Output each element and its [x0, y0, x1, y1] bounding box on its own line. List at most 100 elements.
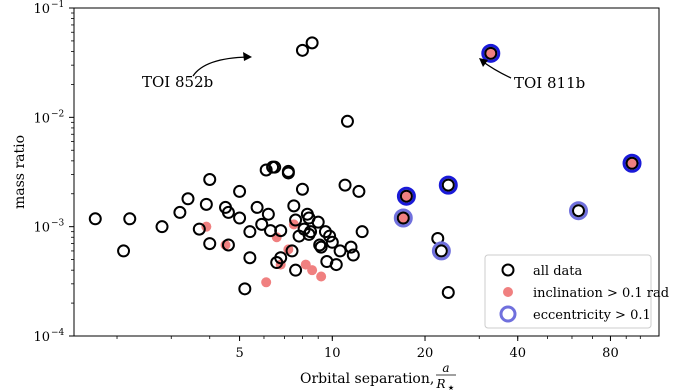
data-point	[233, 211, 247, 225]
data-point	[289, 213, 303, 227]
y-ticks: 10−410−310−210−1	[33, 0, 74, 345]
x-axis-label: Orbital separation,	[300, 371, 434, 387]
x-tick-label: 40	[509, 346, 526, 361]
x-ticks: 5 10 20 40 80	[116, 336, 641, 361]
data-point	[355, 225, 369, 239]
y-tick-label-exponent: −3	[51, 219, 65, 229]
data-point	[314, 240, 328, 254]
data-point	[88, 212, 102, 226]
legend-label-eccentricity: eccentricity > 0.1	[533, 308, 651, 323]
data-point	[304, 225, 318, 239]
eccentricity-inner-ring	[396, 211, 410, 225]
data-point	[285, 244, 299, 258]
legend-marker-inclination	[503, 287, 513, 297]
inclination-point	[627, 158, 638, 169]
x-tick-label: 20	[417, 346, 434, 361]
eccentricity-ring	[396, 186, 416, 206]
legend-box	[484, 254, 652, 329]
legend-marker-eccentricity	[499, 305, 517, 323]
legend-marker-all-data	[501, 263, 515, 277]
data-point	[243, 225, 257, 239]
y-tick-label: 10	[33, 2, 50, 17]
legend-label-inclination: inclination > 0.1 rad	[533, 286, 669, 301]
x-axis-fraction-numerator: a	[442, 361, 449, 375]
data-point	[221, 238, 235, 252]
data-point	[274, 251, 288, 265]
x-tick-label: 10	[324, 346, 341, 361]
data-point	[238, 282, 252, 296]
data-point	[287, 199, 301, 213]
annotation-toi-852b: TOI 852b	[142, 73, 213, 91]
data-point	[117, 244, 131, 258]
eccentricity-inner-ring	[572, 204, 586, 218]
inclination-point	[485, 48, 496, 59]
eccentricity-inner-ring	[434, 244, 448, 258]
annotation-arrow-toi-811b	[481, 60, 512, 79]
annotation-arrowhead-toi-852b	[243, 52, 252, 61]
data-point	[221, 205, 235, 219]
inclination-point	[261, 277, 272, 288]
plot-marks	[88, 36, 642, 299]
data-point	[203, 237, 217, 251]
data-point	[333, 244, 347, 258]
legend-label-all-data: all data	[533, 264, 582, 279]
data-point	[268, 160, 282, 174]
data-point	[203, 173, 217, 187]
plot-frame	[73, 7, 660, 337]
legend: all data inclination > 0.1 rad eccentric…	[484, 254, 669, 329]
data-point	[192, 222, 206, 236]
eccentricity-ring	[569, 201, 589, 221]
data-point	[344, 240, 358, 254]
data-point	[233, 184, 247, 198]
eccentricity-ring	[481, 43, 501, 63]
eccentricity-inner-ring	[399, 189, 413, 203]
data-point	[259, 163, 273, 177]
data-point	[295, 182, 309, 196]
data-point	[199, 197, 213, 211]
data-point	[181, 192, 195, 206]
data-point	[281, 166, 295, 180]
y-tick-label-exponent: −1	[51, 0, 64, 10]
eccentricity-ring	[622, 153, 642, 173]
data-point	[325, 235, 339, 249]
inclination-point	[398, 213, 409, 224]
data-point	[338, 178, 352, 192]
x-axis-label-group: Orbital separation, a R ★	[300, 361, 456, 392]
data-point	[173, 205, 187, 219]
y-tick-label: 10	[33, 111, 50, 126]
data-point	[243, 251, 257, 265]
annotations: TOI 852b TOI 811b	[142, 52, 585, 92]
y-tick-label: 10	[33, 330, 50, 345]
data-point	[123, 212, 137, 226]
data-point	[340, 114, 354, 128]
inclination-point	[307, 265, 318, 276]
data-point	[352, 184, 366, 198]
inclination-point	[401, 191, 412, 202]
data-point	[261, 207, 275, 221]
inclination-point	[316, 271, 327, 282]
data-point	[274, 224, 288, 238]
data-point	[289, 263, 303, 277]
data-point	[441, 285, 455, 299]
y-tick-label-exponent: −2	[51, 109, 64, 119]
eccentricity-inner-ring	[484, 46, 498, 60]
annotation-arrowhead-toi-811b	[479, 58, 488, 67]
x-tick-label: 5	[235, 346, 243, 361]
annotation-toi-811b: TOI 811b	[514, 74, 585, 92]
eccentricity-ring	[438, 175, 458, 195]
data-point	[346, 248, 360, 262]
data-point	[295, 43, 309, 57]
data-point	[311, 215, 325, 229]
x-tick-label: 80	[602, 346, 619, 361]
x-axis-fraction-denominator: R	[435, 377, 445, 391]
y-axis-label: mass ratio	[12, 135, 28, 209]
eccentricity-inner-ring	[441, 178, 455, 192]
data-point	[305, 36, 319, 50]
eccentricity-ring	[393, 208, 413, 228]
eccentricity-ring	[431, 241, 451, 261]
x-axis-fraction-denominator-sub: ★	[448, 384, 454, 392]
y-tick-label-exponent: −4	[51, 328, 65, 338]
annotation-arrow-toi-852b	[192, 56, 249, 77]
data-point	[329, 258, 343, 272]
